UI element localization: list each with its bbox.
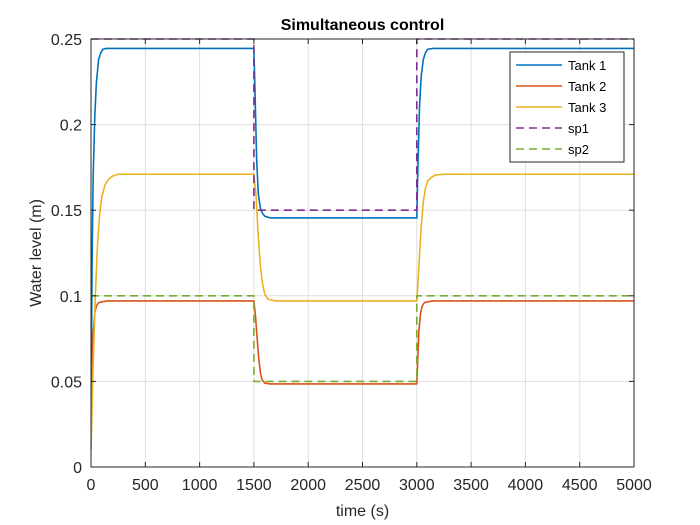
y-tick-label: 0 <box>73 460 82 477</box>
x-tick-label: 4000 <box>508 477 544 494</box>
x-tick-label: 3000 <box>399 477 435 494</box>
x-tick-label: 1500 <box>236 477 272 494</box>
legend-label: Tank 3 <box>568 100 606 115</box>
axis-ticks: 0 500 1000 1500 2000 2500 3000 3500 4000 4500 5000… <box>51 32 652 494</box>
x-axis-label: time (s) <box>336 503 389 520</box>
x-tick-label: 2000 <box>290 477 326 494</box>
x-tick-label: 3500 <box>453 477 489 494</box>
series-line-sp2 <box>91 294 634 383</box>
y-tick-label: 0.05 <box>51 374 82 391</box>
legend-label: Tank 1 <box>568 58 606 73</box>
series-line-tank-3 <box>91 173 634 450</box>
y-tick-label: 0.2 <box>60 118 82 135</box>
y-tick-label: 0.1 <box>60 289 82 306</box>
x-tick-label: 500 <box>132 477 159 494</box>
chart-title: Simultaneous control <box>281 17 445 34</box>
series-line-tank-1 <box>91 47 634 416</box>
legend-label: sp1 <box>568 121 589 136</box>
series-lines <box>91 38 634 450</box>
x-tick-label: 2500 <box>345 477 381 494</box>
legend: Tank 1 Tank 2 Tank 3 sp1 sp2 <box>509 51 625 163</box>
series-line-tank-2 <box>91 300 634 450</box>
legend-label: sp2 <box>568 142 589 157</box>
y-tick-label: 0.15 <box>51 203 82 220</box>
x-tick-label: 1000 <box>182 477 218 494</box>
x-tick-label: 5000 <box>616 477 652 494</box>
y-tick-label: 0.25 <box>51 32 82 49</box>
y-axis-label: Water level (m) <box>28 199 45 307</box>
legend-label: Tank 2 <box>568 79 606 94</box>
x-tick-label: 0 <box>87 477 96 494</box>
x-tick-label: 4500 <box>562 477 598 494</box>
